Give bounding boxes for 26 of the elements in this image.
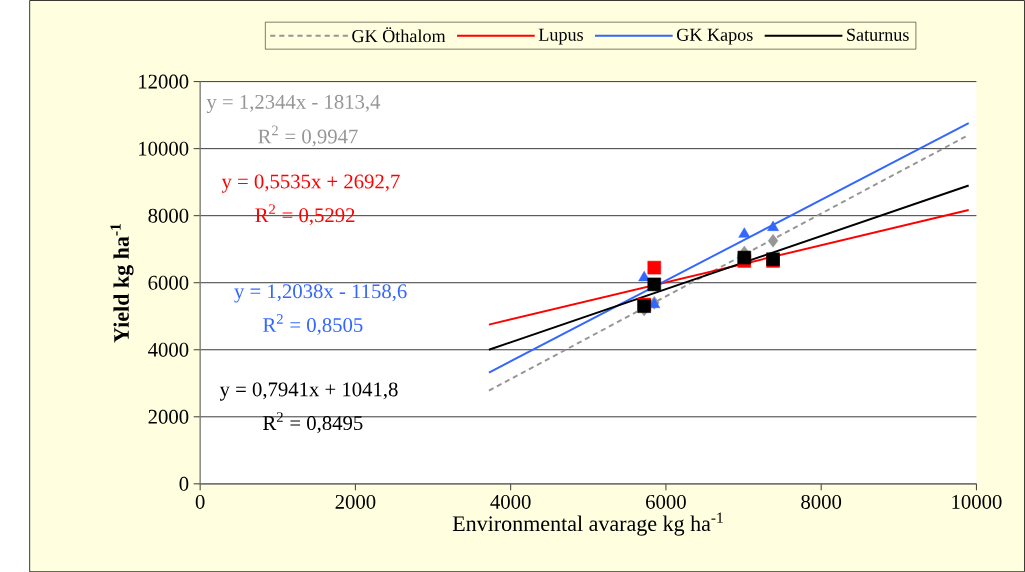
legend-label: GK Kapos — [677, 28, 753, 45]
legend-label: Saturnus — [847, 28, 909, 41]
x-tick-label: 0 — [195, 494, 205, 509]
y-tick-label: 0 — [179, 476, 189, 491]
x-tick-label: 8000 — [801, 494, 842, 509]
y-tick-label: 2000 — [148, 409, 189, 424]
y-tick-label: 4000 — [148, 342, 189, 357]
y-tick-label: 8000 — [148, 208, 189, 223]
annotation: y = 0,5535x + 2692,7 — [221, 174, 400, 193]
legend-label: GK Öthalom — [352, 27, 446, 43]
x-tick-label: 2000 — [335, 494, 376, 509]
annotation: R$^{2}$ = 0,9947 — [258, 125, 358, 147]
annotation: y = 0,7941x + 1041,8 — [219, 382, 398, 401]
x-tick-label: 6000 — [646, 494, 686, 509]
legend-label: Lupus — [538, 28, 583, 45]
y-tick-label: 10000 — [139, 141, 189, 156]
x-tick-label: 10000 — [952, 494, 1002, 509]
x-tick-label: 4000 — [490, 494, 531, 509]
y-tick-label: 6000 — [148, 275, 189, 290]
annotation: y = 1,2038x - 1158,6 — [234, 284, 407, 303]
annotation: y = 1,2344x - 1813,4 — [206, 94, 381, 113]
annotation: R$^{2}$ = 0,8495 — [263, 412, 363, 433]
annotation: R$^{2}$ = 0,8505 — [263, 313, 363, 335]
text: Yield kg ha$^{-1}$ — [110, 223, 134, 343]
y-tick-label: 12000 — [139, 74, 189, 89]
x-axis-title: Environmental avarage kg ha$^{-1}$ — [452, 512, 723, 536]
